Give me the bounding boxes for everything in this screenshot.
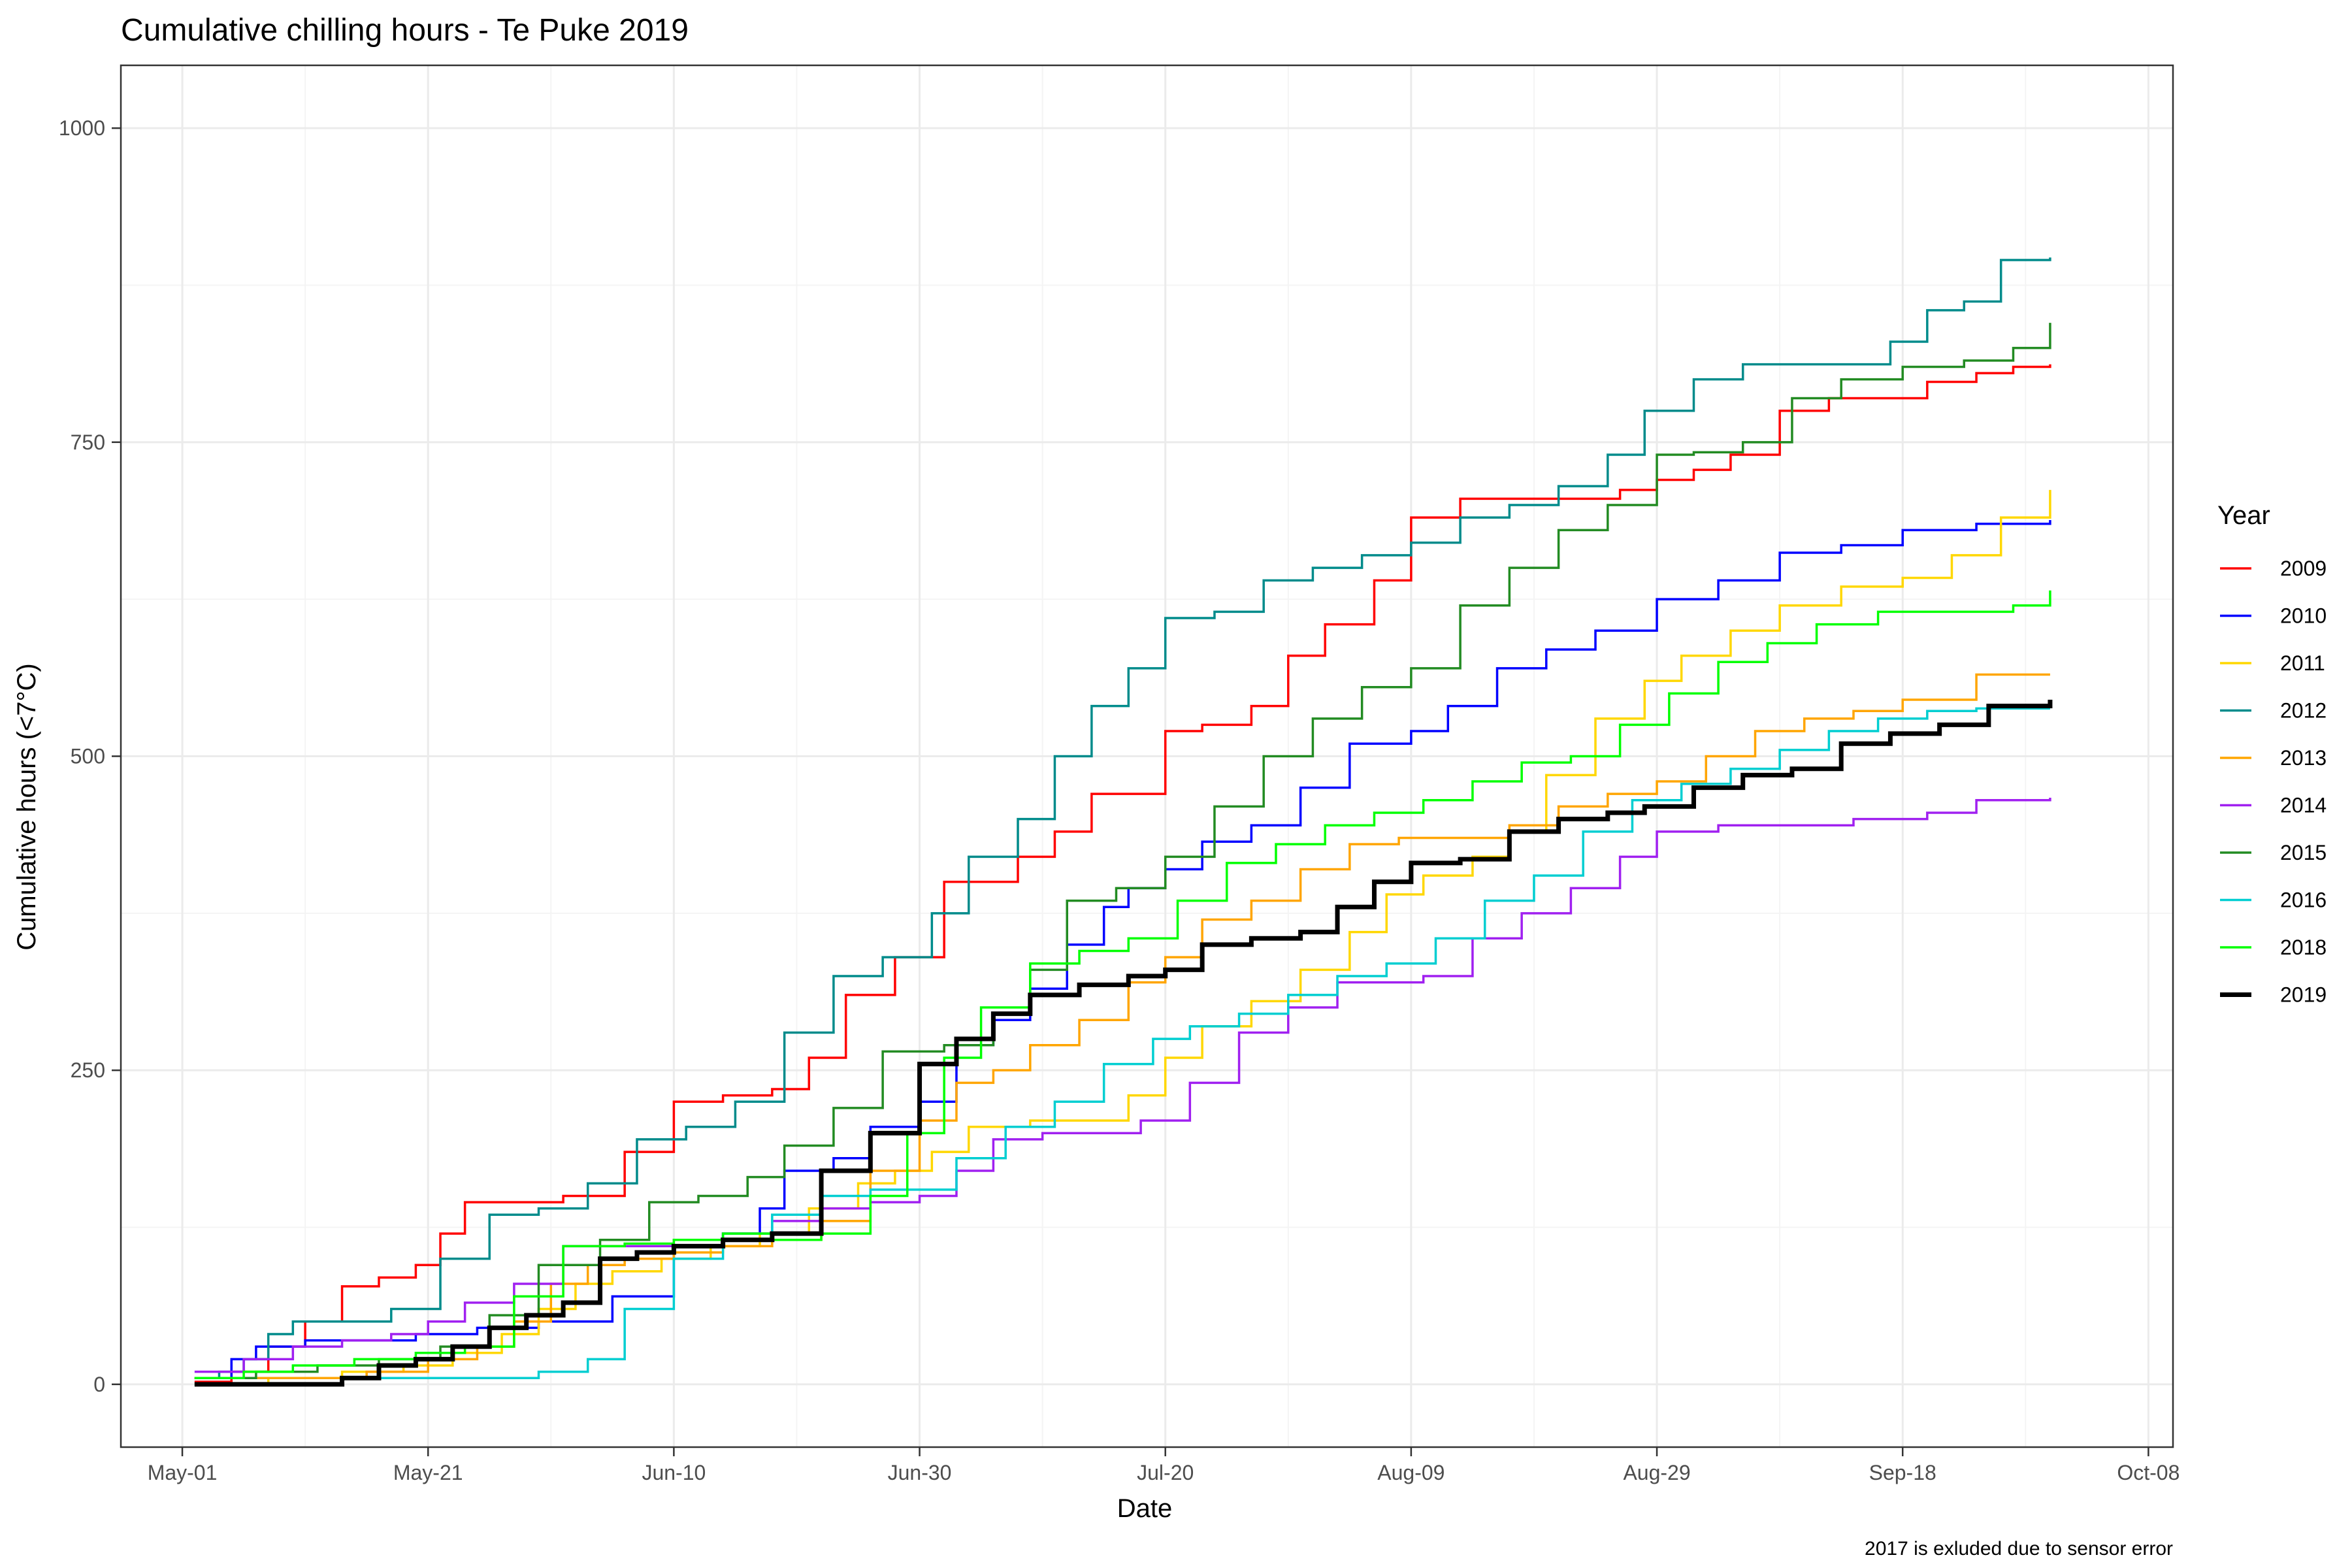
x-axis-title: Date	[1117, 1494, 1173, 1523]
y-tick-label: 1000	[59, 116, 105, 140]
legend-label: 2009	[2280, 557, 2327, 580]
legend-label: 2011	[2280, 651, 2325, 675]
x-tick-label: Sep-18	[1869, 1461, 1936, 1484]
series-line-2009	[194, 364, 2051, 1383]
y-tick-label: 0	[93, 1373, 105, 1396]
y-axis-title: Cumulative hours (<7°C)	[12, 663, 41, 951]
gridlines	[121, 65, 2173, 1447]
legend-label: 2015	[2280, 841, 2327, 864]
legend: Year 2009 2010 2011 2012 2013 2014 2015 2016 201…	[2217, 501, 2327, 1007]
series-line-2012	[194, 257, 2051, 1379]
x-axis: May-01 May-21 Jun-10 Jun-30 Jul-20 Aug-09 Aug-…	[148, 1447, 2180, 1484]
x-tick-label: Oct-08	[2117, 1461, 2180, 1484]
series-line-2019	[194, 699, 2053, 1387]
legend-title: Year	[2217, 501, 2270, 530]
x-tick-label: Aug-09	[1377, 1461, 1445, 1484]
series-line-2018	[194, 590, 2051, 1379]
series-line-2011	[194, 489, 2051, 1386]
chart-caption: 2017 is exluded due to sensor error	[1865, 1538, 2173, 1560]
legend-label: 2018	[2280, 936, 2327, 959]
series-lines	[194, 257, 2053, 1387]
series-line-2014	[194, 797, 2051, 1373]
legend-label: 2014	[2280, 794, 2327, 817]
legend-label: 2019	[2280, 983, 2327, 1007]
x-tick-label: Jun-10	[642, 1461, 706, 1484]
x-tick-label: Jun-30	[888, 1461, 952, 1484]
legend-label: 2010	[2280, 604, 2327, 628]
x-tick-label: Jul-20	[1137, 1461, 1194, 1484]
y-tick-label: 500	[71, 745, 105, 768]
legend-label: 2013	[2280, 746, 2327, 770]
y-tick-label: 250	[71, 1058, 105, 1082]
series-line-2015	[194, 323, 2051, 1379]
series-line-2016	[194, 707, 2050, 1386]
y-tick-label: 750	[71, 431, 105, 454]
legend-label: 2016	[2280, 889, 2327, 912]
chart-title: Cumulative chilling hours - Te Puke 2019	[121, 13, 689, 48]
series-line-2013	[194, 673, 2050, 1379]
x-tick-label: May-01	[148, 1461, 218, 1484]
x-tick-label: May-21	[393, 1461, 463, 1484]
legend-label: 2012	[2280, 699, 2327, 723]
x-tick-label: Aug-29	[1623, 1461, 1690, 1484]
y-axis: 0 250 500 750 1000	[59, 116, 121, 1396]
